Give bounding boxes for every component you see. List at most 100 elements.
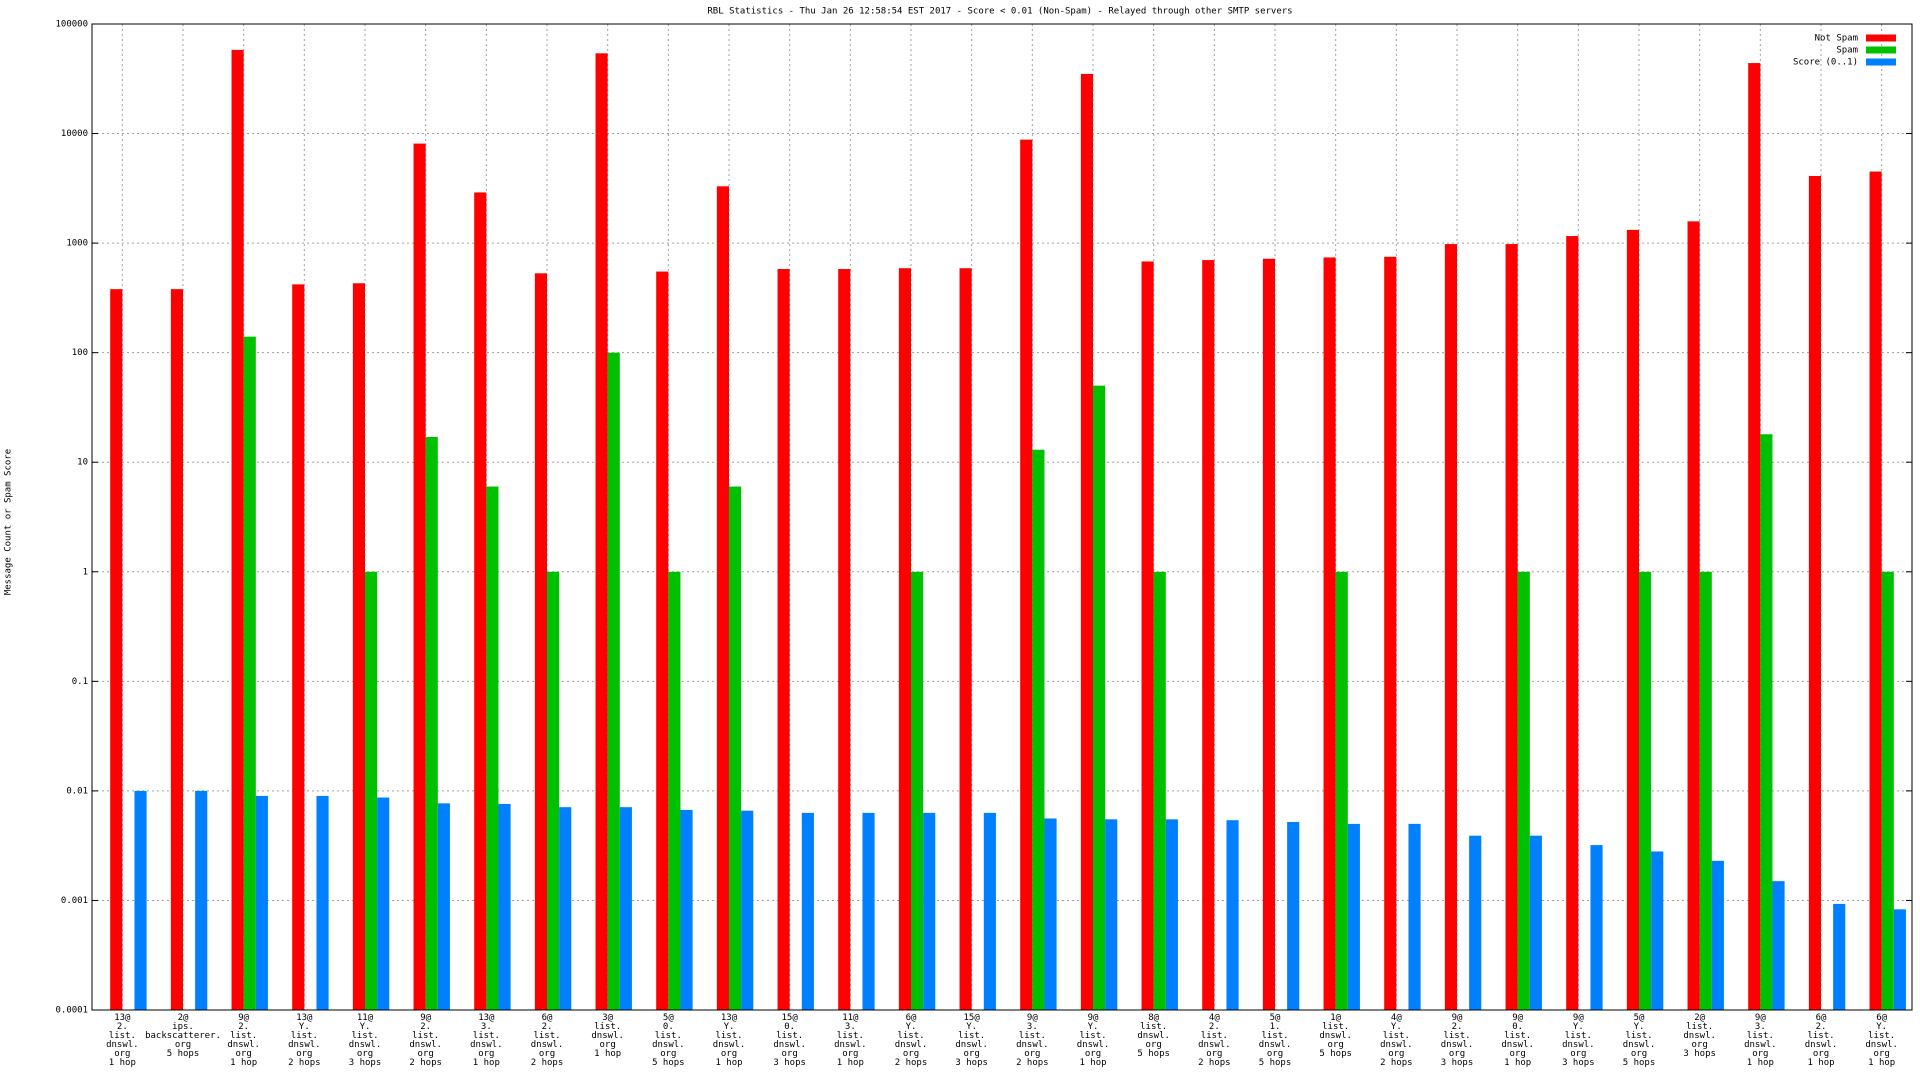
legend-label: Spam bbox=[1836, 46, 1858, 56]
bar bbox=[559, 807, 572, 1010]
bar bbox=[1881, 571, 1894, 1010]
y-tick-label: 0.0001 bbox=[55, 1006, 88, 1016]
y-tick-label: 100000 bbox=[55, 20, 88, 30]
bar bbox=[838, 269, 851, 1010]
x-tick-label: 6@ Y. list. dnswl. org 2 hops bbox=[894, 1013, 928, 1068]
legend-label: Score (0..1) bbox=[1793, 58, 1858, 68]
x-tick-label: 13@ 3. list. dnswl. org 1 hop bbox=[470, 1013, 503, 1068]
x-tick-label: 9@ Y. list. dnswl. org 1 hop bbox=[1076, 1013, 1110, 1068]
bar bbox=[1760, 434, 1773, 1010]
bar bbox=[498, 803, 511, 1010]
bar bbox=[1711, 860, 1724, 1010]
bar bbox=[1032, 449, 1045, 1010]
x-tick-label: 11@ 3. list. dnswl. org 1 hop bbox=[834, 1013, 867, 1068]
bar bbox=[1444, 244, 1457, 1011]
bar bbox=[801, 812, 814, 1010]
bar bbox=[1505, 244, 1518, 1011]
bar bbox=[1517, 571, 1530, 1010]
bar bbox=[1651, 851, 1664, 1010]
y-tick-label: 10 bbox=[77, 458, 88, 468]
bar bbox=[1639, 571, 1652, 1010]
bar bbox=[534, 273, 547, 1010]
legend-swatch bbox=[1866, 46, 1896, 54]
bar bbox=[1566, 236, 1579, 1010]
bar bbox=[195, 790, 208, 1010]
bar bbox=[668, 571, 681, 1010]
x-tick-label: 9@ 3. list. dnswl. org 1 hop bbox=[1744, 1013, 1777, 1068]
bar bbox=[243, 336, 256, 1010]
bar bbox=[862, 812, 875, 1010]
y-tick-label: 1000 bbox=[66, 239, 88, 249]
bar bbox=[292, 284, 305, 1010]
bar bbox=[959, 268, 972, 1010]
x-tick-label: 4@ Y. list. dnswl. org 2 hops bbox=[1380, 1013, 1413, 1068]
x-tick-label: 5@ 1. list. dnswl. org 5 hops bbox=[1258, 1013, 1292, 1068]
x-tick-label: 15@ 0. list. dnswl. org 3 hops bbox=[773, 1013, 806, 1068]
bar bbox=[716, 186, 729, 1010]
bar bbox=[595, 53, 608, 1010]
x-tick-label: 6@ 2. list. dnswl. org 2 hops bbox=[530, 1013, 564, 1068]
bar bbox=[1226, 820, 1239, 1010]
y-tick-label: 0.1 bbox=[72, 677, 88, 687]
bar bbox=[1347, 823, 1360, 1010]
bar bbox=[1833, 903, 1846, 1010]
bar bbox=[474, 192, 487, 1011]
bar bbox=[255, 795, 268, 1010]
bar bbox=[1893, 909, 1906, 1010]
x-tick-label: 13@ Y. list. dnswl. org 1 hop bbox=[712, 1013, 746, 1068]
bar bbox=[1469, 835, 1482, 1010]
bar bbox=[1687, 221, 1700, 1011]
chart-title: RBL Statistics - Thu Jan 26 12:58:54 EST… bbox=[707, 7, 1292, 17]
x-tick-label: 15@ Y. list. dnswl. org 3 hops bbox=[955, 1013, 988, 1068]
bar bbox=[1699, 571, 1712, 1010]
bar bbox=[1165, 819, 1178, 1010]
bar bbox=[983, 812, 996, 1010]
bar bbox=[437, 803, 450, 1010]
x-tick-label: 6@ 2. list. dnswl. org 1 hop bbox=[1804, 1013, 1838, 1068]
bar bbox=[1626, 229, 1639, 1011]
x-tick-label: 13@ Y. list. dnswl. org 2 hops bbox=[288, 1013, 321, 1068]
bar bbox=[1772, 881, 1785, 1010]
bar bbox=[1262, 258, 1275, 1011]
x-tick-label: 9@ 2. list. dnswl. org 2 hops bbox=[409, 1013, 442, 1068]
x-tick-label: 5@ 0. list. dnswl. org 5 hops bbox=[652, 1013, 685, 1068]
bar bbox=[1105, 819, 1118, 1010]
bar bbox=[1044, 818, 1057, 1010]
bar bbox=[1141, 261, 1154, 1010]
bar bbox=[1323, 257, 1336, 1010]
bar bbox=[1080, 73, 1093, 1010]
bar bbox=[1202, 260, 1215, 1010]
bar bbox=[1748, 63, 1761, 1010]
bar bbox=[1093, 385, 1106, 1010]
bar bbox=[729, 486, 742, 1010]
y-axis-label: Message Count or Spam Score bbox=[4, 449, 14, 595]
x-tick-label: 4@ 2. list. dnswl. org 2 hops bbox=[1198, 1013, 1231, 1068]
legend-swatch bbox=[1866, 34, 1896, 42]
bar bbox=[1020, 139, 1033, 1010]
x-tick-label: 9@ Y. list. dnswl. org 3 hops bbox=[1562, 1013, 1595, 1068]
bar bbox=[231, 49, 244, 1010]
x-tick-label: 11@ Y. list. dnswl. org 3 hops bbox=[348, 1013, 382, 1068]
bar bbox=[547, 571, 560, 1010]
x-tick-label: 1@ list. dnswl. org 5 hops bbox=[1319, 1013, 1352, 1059]
bar bbox=[352, 283, 365, 1010]
bar bbox=[741, 810, 754, 1010]
x-tick-label: 6@ Y. list. dnswl. org 1 hop bbox=[1865, 1013, 1898, 1068]
bar bbox=[1408, 823, 1421, 1010]
x-tick-label: 9@ 2. list. dnswl. org 1 hop bbox=[227, 1013, 260, 1068]
bar bbox=[316, 795, 329, 1010]
x-tick-label: 2@ list. dnswl. org 3 hops bbox=[1683, 1013, 1716, 1059]
bar bbox=[1335, 571, 1348, 1010]
bar bbox=[1153, 571, 1166, 1010]
bar bbox=[656, 271, 669, 1011]
bar bbox=[619, 807, 632, 1010]
y-tick-label: 1 bbox=[83, 567, 88, 577]
x-tick-label: 9@ 3. list. dnswl. org 2 hops bbox=[1016, 1013, 1049, 1068]
bar bbox=[1384, 256, 1397, 1011]
bar bbox=[365, 571, 378, 1010]
bar bbox=[170, 289, 183, 1010]
y-tick-label: 0.001 bbox=[61, 896, 88, 906]
x-tick-label: 5@ Y. list. dnswl. org 5 hops bbox=[1622, 1013, 1656, 1068]
x-tick-label: 9@ 0. list. dnswl. org 1 hop bbox=[1501, 1013, 1534, 1068]
